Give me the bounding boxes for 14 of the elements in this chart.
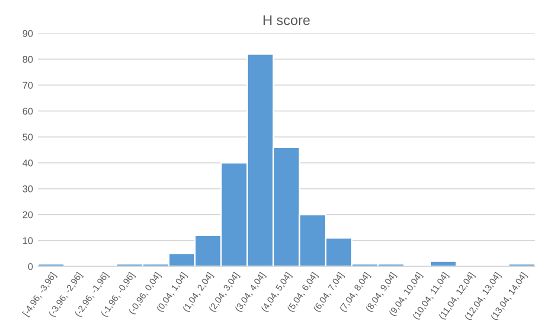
y-tick-label: 80 (22, 56, 33, 63)
y-tick-label: 40 (22, 160, 33, 166)
y-tick-label: 10 (23, 237, 33, 244)
y-tick-label: 20 (22, 211, 33, 218)
chart-title: H score (264, 15, 310, 26)
bar (508, 263, 535, 266)
bar (430, 260, 458, 266)
y-tick-label: 70 (22, 82, 33, 89)
y-tick-label: 0 (28, 263, 33, 270)
bar (38, 263, 65, 266)
y-tick-label: 30 (22, 185, 33, 192)
y-tick-label: 50 (22, 134, 33, 141)
y-tick-label: 60 (22, 108, 33, 115)
y-tick-label: 90 (22, 30, 33, 37)
